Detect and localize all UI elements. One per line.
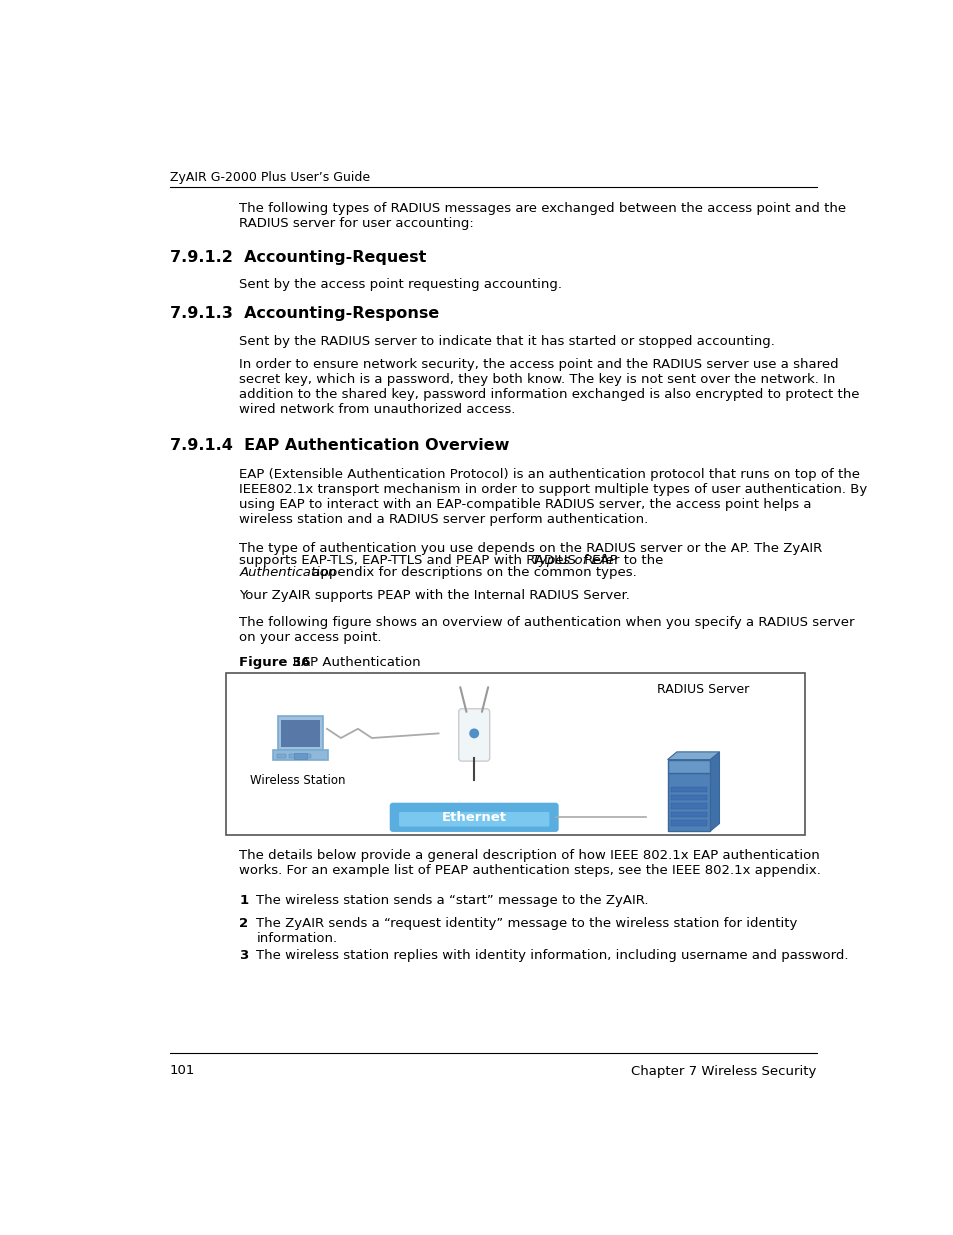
FancyBboxPatch shape [670, 795, 706, 800]
Text: 7.9.1.4  EAP Authentication Overview: 7.9.1.4 EAP Authentication Overview [170, 438, 509, 453]
Text: The details below provide a general description of how IEEE 802.1x EAP authentic: The details below provide a general desc… [239, 848, 821, 877]
FancyBboxPatch shape [301, 755, 311, 758]
Text: In order to ensure network security, the access point and the RADIUS server use : In order to ensure network security, the… [239, 358, 859, 416]
FancyBboxPatch shape [670, 787, 706, 792]
Text: supports EAP-TLS, EAP-TTLS and PEAP with RADIUS. Refer to the: supports EAP-TLS, EAP-TTLS and PEAP with… [239, 555, 667, 567]
FancyBboxPatch shape [458, 709, 489, 761]
FancyBboxPatch shape [273, 751, 328, 761]
Text: appendix for descriptions on the common types.: appendix for descriptions on the common … [307, 566, 636, 578]
Text: 2: 2 [239, 916, 248, 930]
Text: The wireless station replies with identity information, including username and p: The wireless station replies with identi… [256, 948, 848, 962]
Text: EAP Authentication: EAP Authentication [279, 656, 420, 669]
Text: 1: 1 [239, 894, 248, 906]
Text: Your ZyAIR supports PEAP with the Internal RADIUS Server.: Your ZyAIR supports PEAP with the Intern… [239, 589, 630, 601]
Text: 3: 3 [239, 948, 249, 962]
Text: RADIUS Server: RADIUS Server [656, 683, 748, 695]
Text: The following types of RADIUS messages are exchanged between the access point an: The following types of RADIUS messages a… [239, 203, 845, 230]
Text: 7.9.1.2  Accounting-Request: 7.9.1.2 Accounting-Request [170, 249, 426, 264]
FancyBboxPatch shape [278, 716, 323, 751]
Text: The type of authentication you use depends on the RADIUS server or the AP. The Z: The type of authentication you use depen… [239, 542, 821, 556]
Text: Chapter 7 Wireless Security: Chapter 7 Wireless Security [631, 1065, 816, 1077]
FancyBboxPatch shape [226, 673, 804, 835]
FancyBboxPatch shape [281, 720, 319, 747]
FancyBboxPatch shape [398, 811, 549, 826]
Polygon shape [667, 752, 719, 760]
FancyBboxPatch shape [667, 760, 709, 773]
FancyBboxPatch shape [294, 753, 307, 758]
Text: Types of EAP: Types of EAP [532, 555, 617, 567]
FancyBboxPatch shape [390, 803, 558, 832]
Text: Sent by the RADIUS server to indicate that it has started or stopped accounting.: Sent by the RADIUS server to indicate th… [239, 335, 775, 347]
FancyBboxPatch shape [289, 755, 298, 758]
FancyBboxPatch shape [667, 773, 709, 831]
Text: The wireless station sends a “start” message to the ZyAIR.: The wireless station sends a “start” mes… [256, 894, 648, 906]
Text: ZyAIR G-2000 Plus User’s Guide: ZyAIR G-2000 Plus User’s Guide [170, 172, 370, 184]
FancyBboxPatch shape [670, 804, 706, 809]
Text: Authentication: Authentication [239, 566, 336, 578]
Circle shape [470, 729, 478, 737]
Text: The following figure shows an overview of authentication when you specify a RADI: The following figure shows an overview o… [239, 615, 854, 643]
Text: Sent by the access point requesting accounting.: Sent by the access point requesting acco… [239, 278, 561, 290]
Text: Figure 36: Figure 36 [239, 656, 311, 669]
Text: 101: 101 [170, 1065, 194, 1077]
Text: 7.9.1.3  Accounting-Response: 7.9.1.3 Accounting-Response [170, 306, 438, 321]
FancyBboxPatch shape [670, 820, 706, 826]
Text: Wireless Station: Wireless Station [250, 774, 345, 787]
Text: The ZyAIR sends a “request identity” message to the wireless station for identit: The ZyAIR sends a “request identity” mes… [256, 916, 797, 945]
Text: Ethernet: Ethernet [441, 811, 506, 824]
FancyBboxPatch shape [670, 811, 706, 818]
Polygon shape [709, 752, 719, 831]
Text: EAP (Extensible Authentication Protocol) is an authentication protocol that runs: EAP (Extensible Authentication Protocol)… [239, 468, 866, 526]
FancyBboxPatch shape [276, 755, 286, 758]
